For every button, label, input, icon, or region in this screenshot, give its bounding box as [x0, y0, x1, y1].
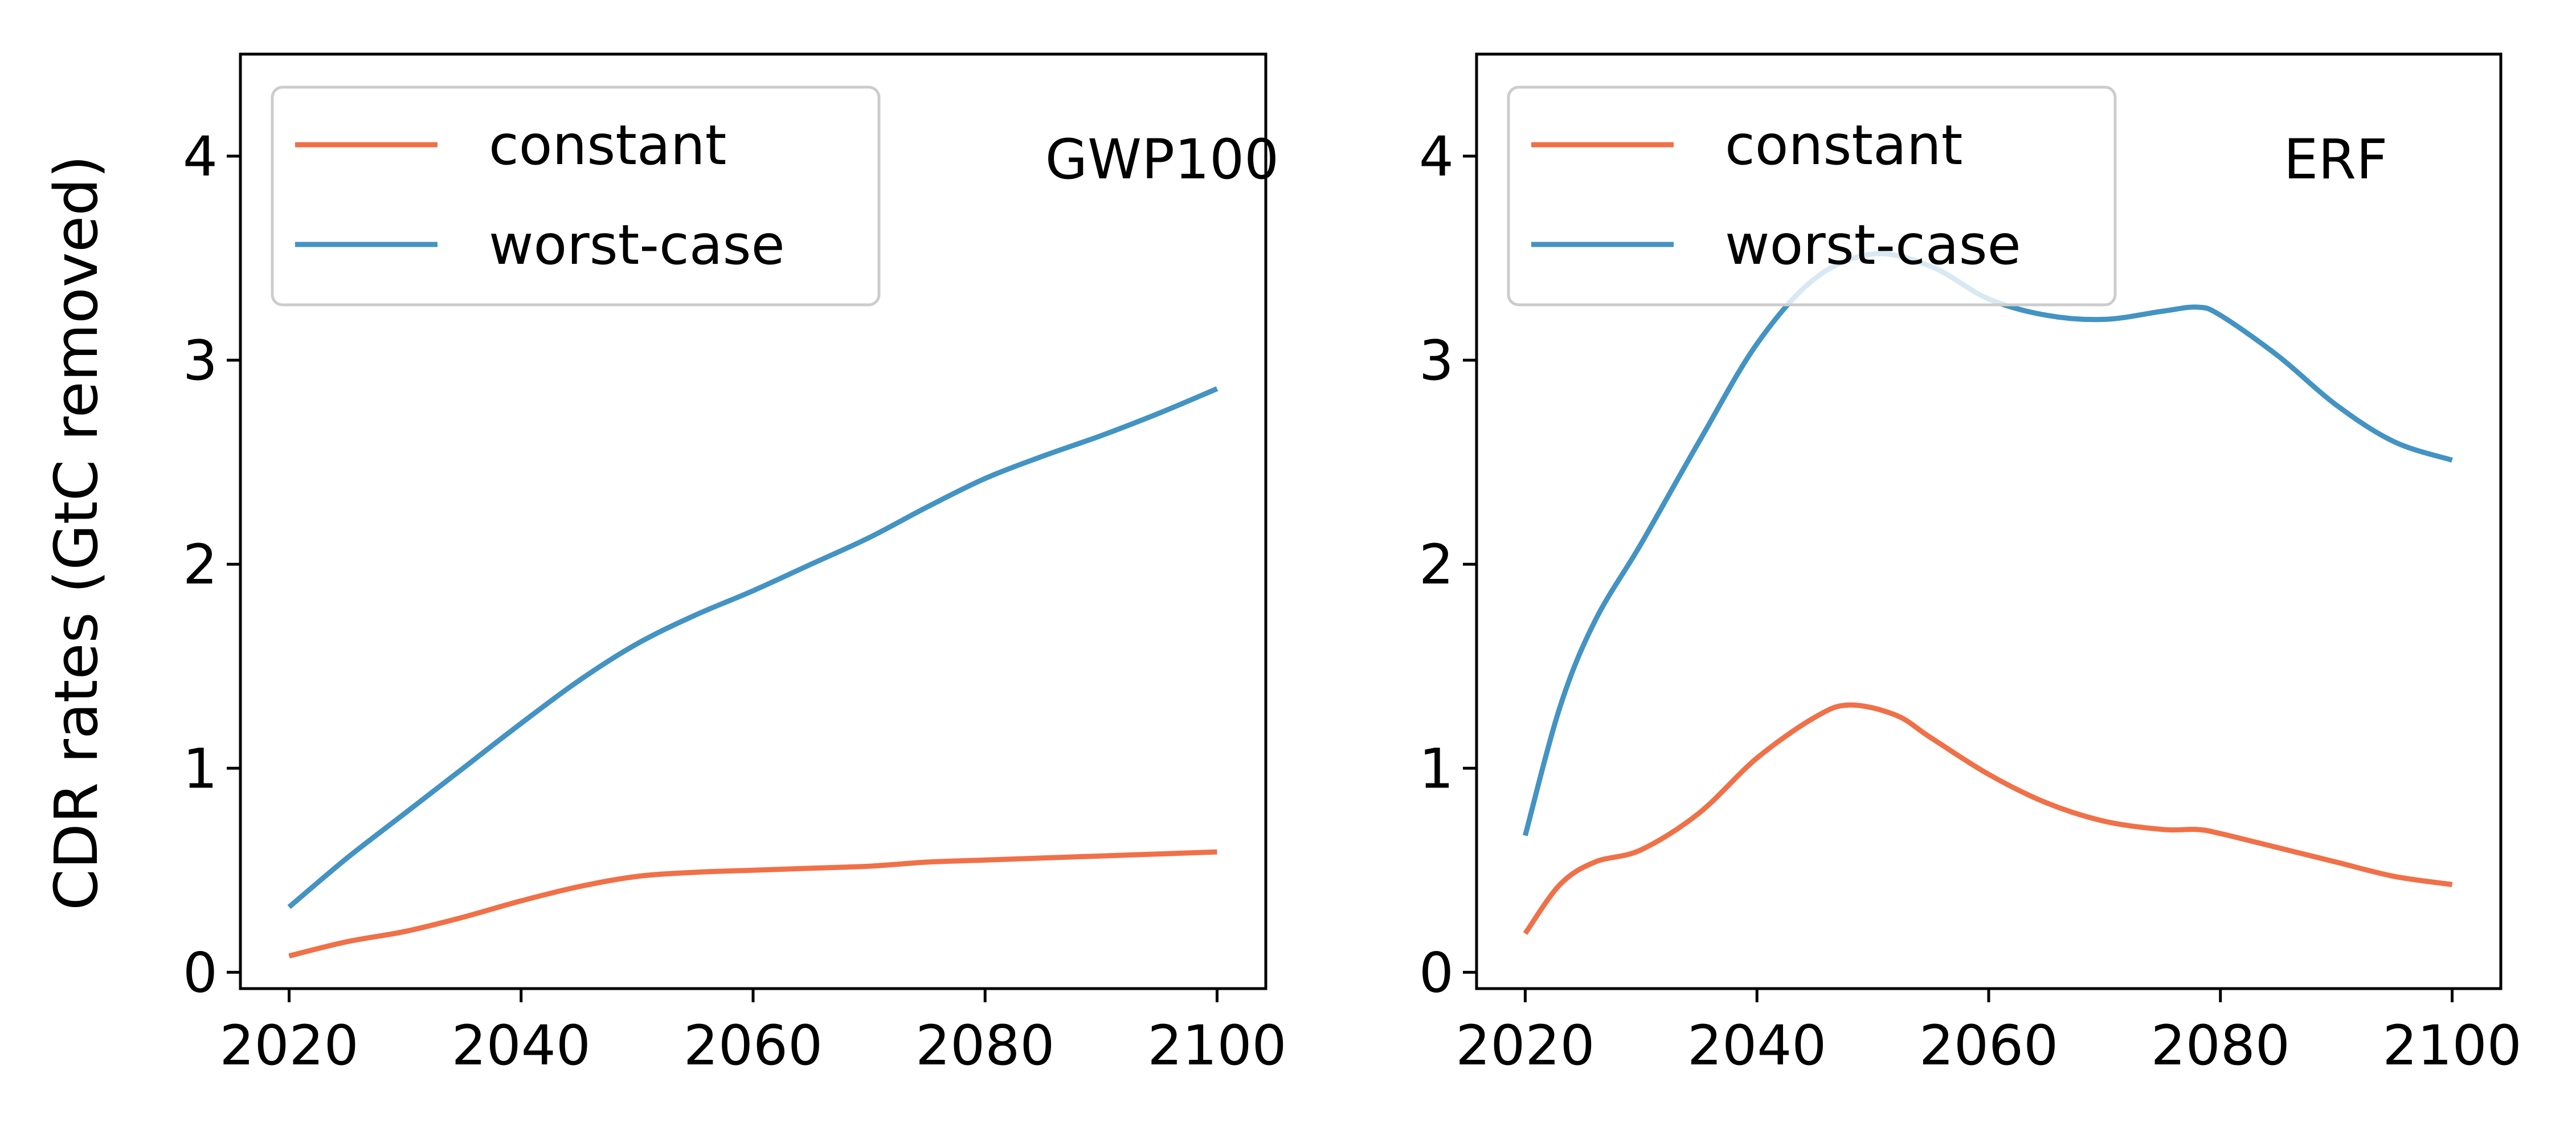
- y-tick-label: 0: [1419, 941, 1454, 1005]
- legend-label: constant: [489, 113, 726, 177]
- legend-label: worst-case: [1725, 213, 2021, 277]
- x-tick-label: 2040: [1687, 1014, 1826, 1077]
- x-tick-label: 2020: [1455, 1014, 1594, 1077]
- y-tick-label: 4: [1419, 125, 1454, 189]
- y-tick-label: 2: [183, 533, 218, 597]
- x-tick-label: 2100: [2382, 1014, 2521, 1077]
- panel-gwp100: 2020 2040 2060 2080 2100 0 1 2 3 4 GWP100 constant w…: [183, 52, 1287, 1077]
- y-tick-label: 1: [183, 737, 218, 801]
- y-tick-label: 3: [1419, 329, 1454, 393]
- x-tick-label: 2040: [452, 1014, 591, 1077]
- legend: constant worst-case: [271, 85, 881, 307]
- y-tick-label: 4: [183, 125, 218, 189]
- x-tick-label: 2020: [219, 1014, 358, 1077]
- x-tick-label: 2080: [915, 1014, 1054, 1077]
- y-tick-label: 2: [1419, 533, 1454, 597]
- legend-box: [1507, 85, 2117, 307]
- x-tick-label: 2080: [2151, 1014, 2290, 1077]
- legend-box: [271, 85, 881, 307]
- legend: constant worst-case: [1507, 85, 2117, 307]
- panel-erf: 2020 2040 2060 2080 2100 0 1 2 3 4 ERF constant wors…: [1419, 52, 2522, 1077]
- series-line-worst-case: [287, 386, 1219, 909]
- panel-annotation: GWP100: [1045, 128, 1279, 191]
- series-line-constant: [288, 849, 1217, 959]
- panel-annotation: ERF: [2284, 128, 2388, 191]
- legend-label: worst-case: [489, 213, 785, 277]
- y-tick-label: 0: [183, 941, 218, 1005]
- y-axis-label: CDR rates (GtC removed): [42, 155, 111, 911]
- series-line-constant: [1523, 702, 2453, 935]
- series-group: [287, 386, 1219, 959]
- legend-label: constant: [1725, 113, 1962, 177]
- y-tick-label: 1: [1419, 737, 1454, 801]
- x-tick-label: 2060: [684, 1014, 823, 1077]
- y-tick-label: 3: [183, 329, 218, 393]
- x-tick-label: 2100: [1147, 1014, 1286, 1077]
- x-tick-label: 2060: [1919, 1014, 2058, 1077]
